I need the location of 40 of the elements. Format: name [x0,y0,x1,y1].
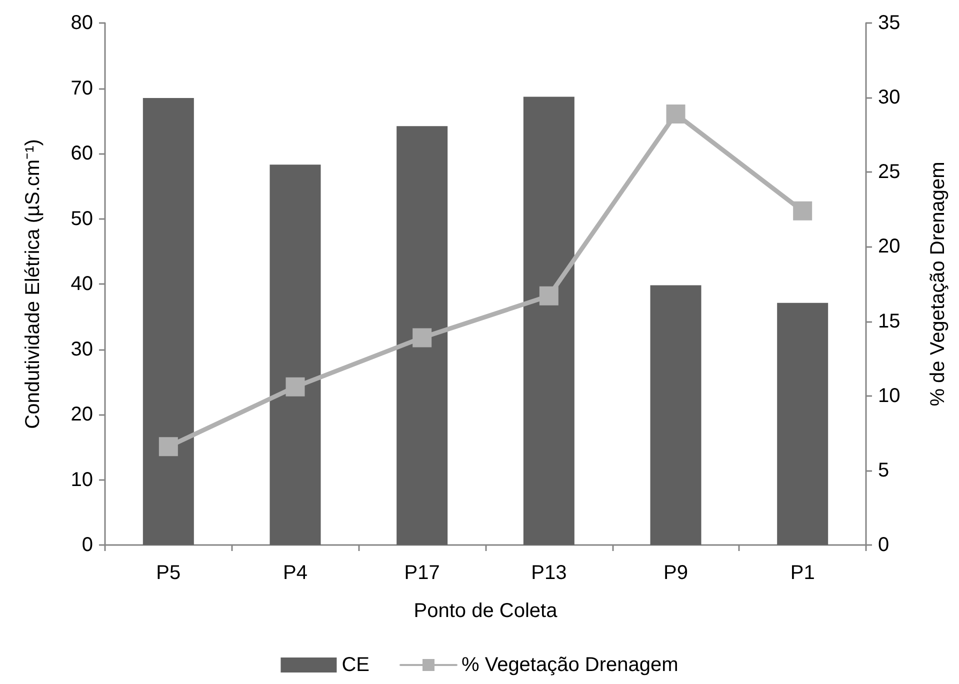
y2-tick-label: 0 [878,534,890,556]
bar [650,285,702,545]
y-tick-label: 60 [70,142,93,164]
y2-tick-label: 35 [878,12,900,34]
legend-label: % Vegetação Drenagem [461,654,678,676]
x-tick-label: P13 [531,562,567,584]
point [793,201,812,220]
y-tick-label: 70 [70,77,93,100]
bar [396,126,448,545]
y2-tick-label: 5 [878,459,890,482]
y-axis-title: Condutividade Elétrica (µS.cm⁻¹) [22,139,44,429]
x-tick-label: P4 [283,562,308,584]
bar [523,96,574,545]
bar [777,302,828,545]
y2-tick-label: 30 [878,86,900,109]
y-tick-label: 0 [82,534,93,556]
y2-tick-label: 15 [878,310,900,332]
bar [270,164,321,545]
point [158,437,178,456]
point [286,377,305,396]
y-tick-label: 20 [70,404,93,426]
y-tick-label: 50 [70,208,93,230]
y2-axis-title: % de Vegetação Drenagem [927,162,949,406]
point [539,286,558,306]
y2-tick-label: 25 [878,161,900,184]
x-axis-title: Ponto de Coleta [414,600,558,622]
x-tick-label: P9 [664,562,688,584]
y-tick-label: 10 [70,468,93,491]
y-tick-label: 40 [70,273,93,295]
y-tick-label: 80 [70,12,93,34]
x-tick-label: P17 [404,562,440,584]
point [412,328,432,348]
bar [142,98,194,545]
x-tick-label: P1 [790,562,815,584]
y2-tick-label: 20 [878,236,900,258]
y-tick-label: 30 [70,338,93,360]
point [666,104,686,124]
x-tick-label: P5 [156,562,181,584]
legend-label: CE [342,654,370,676]
y2-tick-label: 10 [878,384,900,407]
